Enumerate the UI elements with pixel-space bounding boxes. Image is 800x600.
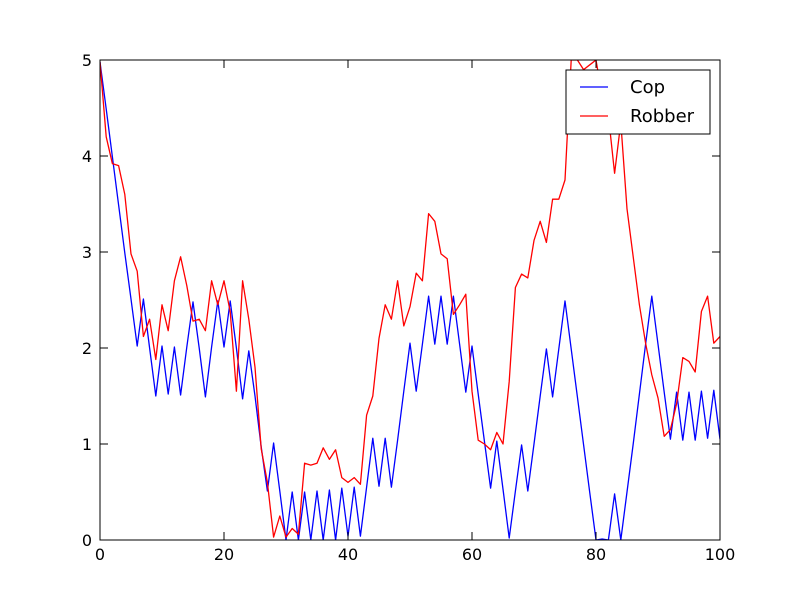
x-tick-label: 20 — [214, 545, 234, 564]
plot-area-frame — [99, 59, 721, 541]
x-tick-label: 100 — [705, 545, 736, 564]
series-line-robber — [100, 60, 720, 538]
y-tick-label: 3 — [82, 243, 92, 262]
y-tick-label: 5 — [82, 51, 92, 70]
series-cop — [100, 61, 720, 540]
y-tick-label: 2 — [82, 339, 92, 358]
x-tick-label: 40 — [338, 545, 358, 564]
y-tick-label: 4 — [82, 147, 92, 166]
legend-box — [565, 69, 711, 135]
x-tick-label: 80 — [586, 545, 606, 564]
x-tick-label: 0 — [95, 545, 105, 564]
y-tick-label: 0 — [82, 531, 92, 550]
y-tick-label: 1 — [82, 435, 92, 454]
x-tick-label: 60 — [462, 545, 482, 564]
series-line-cop — [100, 61, 720, 540]
legend-label-cop: Cop — [630, 77, 665, 98]
legend-label-robber: Robber — [630, 106, 695, 127]
legend: Cop Robber — [565, 69, 711, 135]
series-robber — [100, 60, 720, 538]
